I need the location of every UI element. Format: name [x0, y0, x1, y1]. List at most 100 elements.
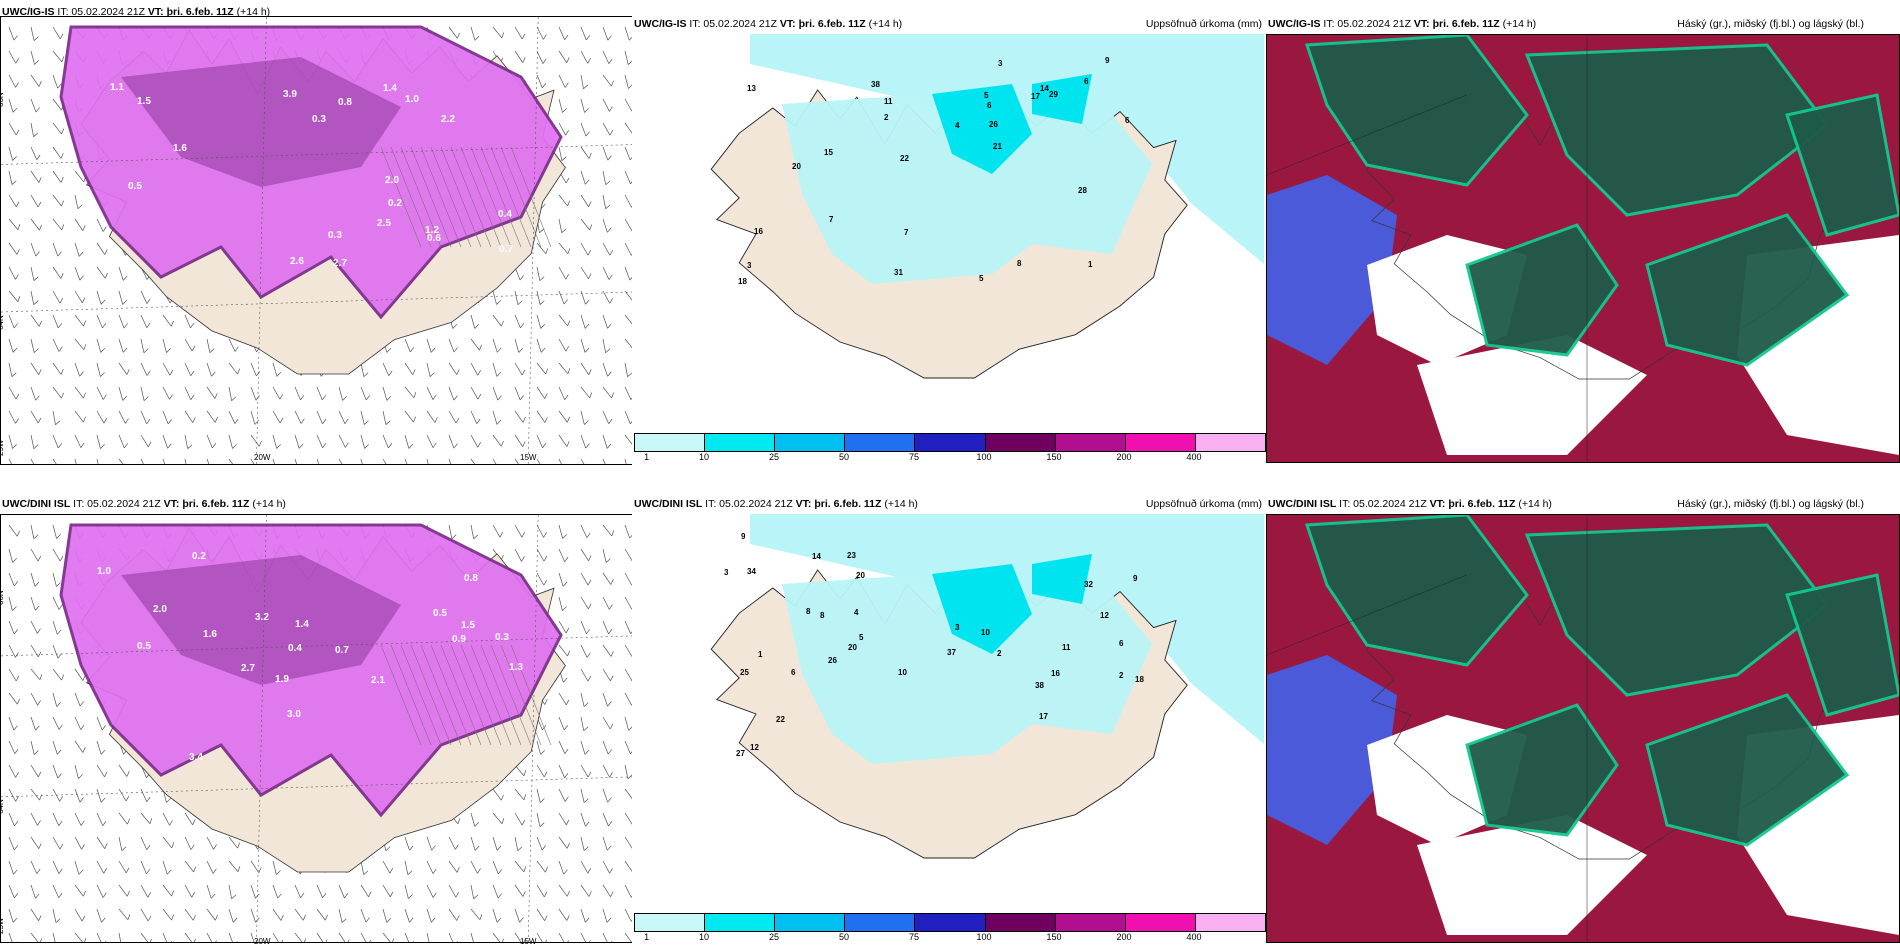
wind-barb [382, 908, 392, 923]
colorbar-tick-label: 25 [768, 932, 779, 942]
colorbar-tick-label: 25 [768, 452, 779, 462]
wind-barb [470, 860, 481, 874]
snow-value-label: 1.5 [137, 96, 151, 107]
wind-barb [624, 716, 633, 731]
wind-barb [118, 908, 131, 921]
wind-barb [228, 362, 241, 375]
hatch-line [440, 146, 482, 248]
colorbar-swatch [1125, 434, 1196, 451]
precip-value-label: 20 [856, 571, 865, 580]
wind-barb [448, 386, 458, 401]
wind-barb [602, 338, 611, 354]
mid-cloud-area [1785, 573, 1899, 717]
wind-barb [470, 434, 481, 448]
lat-label: 66N [1, 92, 5, 107]
wind-barb [624, 122, 633, 135]
wind-barb [624, 458, 629, 464]
hatch-line [480, 146, 522, 248]
panel-precip-igis: UWC/IG-IS IT: 05.02.2024 21Z VT: þri. 6.… [632, 16, 1266, 476]
wind-barb [382, 362, 393, 376]
precip-value-label: 11 [884, 97, 893, 106]
wind-barb [118, 860, 130, 874]
wind-barb [30, 74, 42, 87]
wind-barb [184, 458, 189, 464]
snow-depth-area [59, 523, 563, 818]
precip-value-label: 31 [894, 268, 903, 277]
wind-barb [30, 410, 42, 424]
wind-barb [492, 362, 502, 377]
snow-value-label: 1.4 [295, 619, 309, 630]
wind-barb [558, 860, 568, 875]
wind-barb [536, 74, 547, 89]
wind-barb [580, 524, 591, 538]
wind-barb [536, 572, 548, 586]
hatch-line [450, 644, 492, 746]
wind-barb [184, 314, 195, 329]
hatch-line [460, 644, 502, 746]
wind-barb [8, 74, 19, 88]
wind-barb [382, 410, 391, 425]
precip-value-label: 26 [989, 120, 998, 129]
precip-value-label: 18 [738, 277, 747, 286]
wind-barb [580, 242, 592, 256]
wind-barb [250, 434, 262, 447]
precip-value-label: 12 [1100, 611, 1109, 620]
wind-barb [602, 596, 613, 610]
wind-barb [558, 410, 570, 423]
wind-barb [74, 692, 84, 707]
wind-barb [470, 26, 480, 41]
precip-value-label: 32 [1084, 580, 1093, 589]
lon-label: 25W [1, 917, 5, 934]
snow-value-label: 0.5 [433, 608, 447, 619]
colorbar-swatch [915, 914, 986, 931]
wind-barb [558, 836, 570, 849]
wind-barb [30, 386, 40, 401]
wind-barb [294, 410, 305, 424]
wind-barb [426, 434, 437, 448]
wind-barb [118, 410, 129, 424]
wind-barb [338, 458, 347, 464]
colorbar-tick-label: 10 [698, 932, 709, 942]
wind-barb [558, 266, 570, 280]
lat-gridline [1, 776, 633, 798]
wind-barb [74, 740, 86, 753]
wind-barb [184, 860, 197, 873]
wind-barb [162, 860, 172, 875]
precip-value-label: 3 [998, 59, 1003, 68]
wind-barb [96, 764, 108, 778]
wind-barb [624, 788, 633, 801]
wind-barb [602, 932, 613, 942]
wind-barb [30, 218, 42, 231]
wind-barb [96, 458, 101, 464]
wind-barb [580, 884, 592, 897]
lon-label-20w: 20W [254, 937, 271, 946]
snow-value-label: 0.7 [335, 645, 349, 656]
wind-barb [96, 860, 107, 874]
wind-barb [8, 434, 17, 449]
precip-value-label: 14 [812, 552, 821, 561]
wind-barb [624, 860, 633, 873]
wind-barb [140, 338, 149, 353]
hatch-line [470, 644, 512, 746]
wind-barb [8, 812, 19, 827]
wind-barb [96, 932, 107, 942]
wind-barb [30, 740, 39, 755]
wind-barb [558, 716, 568, 731]
wind-barb [558, 26, 569, 41]
wind-barb [52, 692, 61, 707]
wind-barb [492, 290, 501, 305]
wind-barb [404, 410, 416, 423]
wind-barb [426, 362, 435, 377]
wind-barb [184, 836, 195, 850]
wind-barb [272, 458, 278, 464]
wind-barb [8, 860, 18, 875]
wind-barb [624, 74, 633, 89]
wind-barb [382, 386, 392, 401]
panel-title: UWC/DINI ISL IT: 05.02.2024 21Z VT: þri.… [2, 498, 286, 510]
wind-barb [52, 836, 64, 850]
snow-value-label: 1.4 [383, 83, 397, 94]
wind-barb [514, 524, 526, 538]
hatch-line [420, 146, 462, 248]
wind-barb [492, 26, 505, 39]
wind-barb [8, 524, 20, 537]
